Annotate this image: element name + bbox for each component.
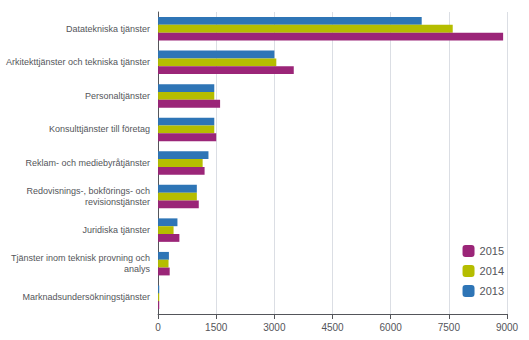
svg-text:2015: 2015 — [480, 245, 504, 257]
svg-text:1500: 1500 — [205, 322, 228, 333]
svg-text:2014: 2014 — [480, 265, 504, 277]
svg-text:Juridiska tjänster: Juridiska tjänster — [83, 225, 151, 235]
svg-text:revisionstjänster: revisionstjänster — [85, 197, 150, 207]
svg-text:0: 0 — [155, 322, 161, 333]
svg-text:Datatekniska tjänster: Datatekniska tjänster — [66, 24, 150, 34]
svg-text:Redovisnings-, bokförings- och: Redovisnings-, bokförings- och — [26, 186, 150, 196]
svg-text:4500: 4500 — [321, 322, 344, 333]
svg-text:analys: analys — [124, 264, 151, 274]
svg-text:6000: 6000 — [380, 322, 403, 333]
svg-text:Personaltjänster: Personaltjänster — [85, 91, 150, 101]
svg-text:3000: 3000 — [263, 322, 286, 333]
svg-text:9000: 9000 — [496, 322, 519, 333]
svg-text:Reklam- och mediebyråtjänster: Reklam- och mediebyråtjänster — [25, 158, 150, 168]
svg-text:7500: 7500 — [438, 322, 461, 333]
svg-text:2013: 2013 — [480, 285, 504, 297]
svg-text:Tjänster inom teknisk provning: Tjänster inom teknisk provning och — [11, 253, 150, 263]
svg-text:Arkitekttjänster och tekniska: Arkitekttjänster och tekniska tjänster — [6, 57, 150, 67]
svg-text:Konsulttjänster till företag: Konsulttjänster till företag — [49, 124, 150, 134]
svg-text:Marknadsundersökningstjänster: Marknadsundersökningstjänster — [22, 292, 150, 302]
